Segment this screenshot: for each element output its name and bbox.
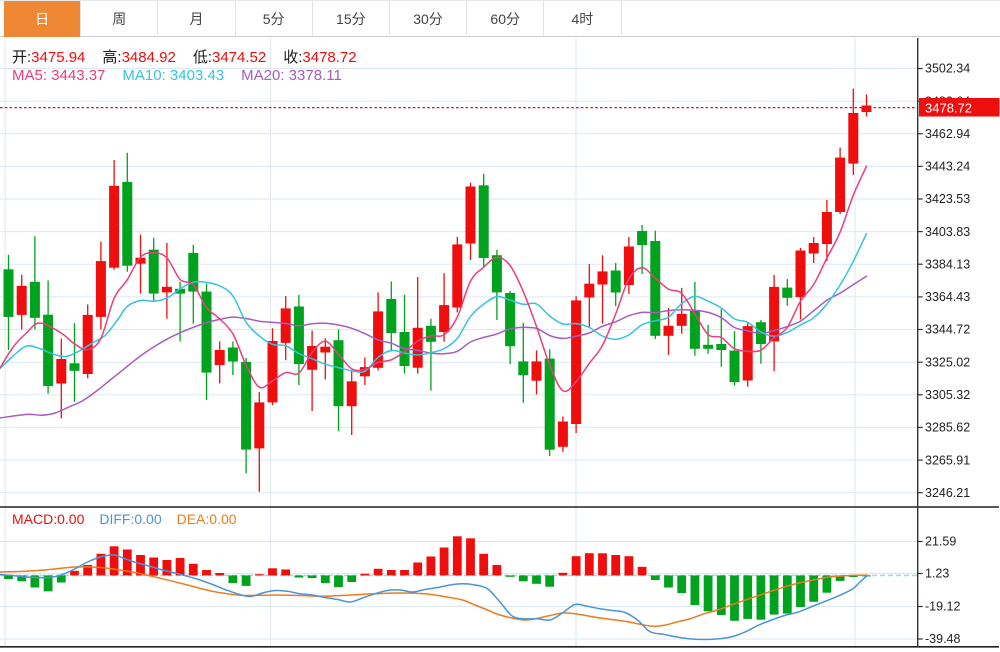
svg-text:3502.34: 3502.34 — [925, 62, 970, 76]
svg-text:3423.53: 3423.53 — [925, 192, 970, 206]
svg-text:3384.13: 3384.13 — [925, 257, 970, 271]
svg-text:1.23: 1.23 — [925, 567, 949, 581]
svg-text:3325.02: 3325.02 — [925, 355, 970, 369]
svg-text:-39.48: -39.48 — [925, 632, 960, 646]
svg-text:-19.12: -19.12 — [925, 600, 960, 614]
svg-text:3344.72: 3344.72 — [925, 323, 970, 337]
svg-text:3443.24: 3443.24 — [925, 160, 970, 174]
svg-text:3305.32: 3305.32 — [925, 388, 970, 402]
svg-text:3246.21: 3246.21 — [925, 486, 970, 500]
svg-text:3285.62: 3285.62 — [925, 421, 970, 435]
svg-text:3265.91: 3265.91 — [925, 453, 970, 467]
svg-text:3462.94: 3462.94 — [925, 127, 970, 141]
svg-text:21.59: 21.59 — [925, 535, 956, 549]
svg-text:3478.72: 3478.72 — [925, 100, 972, 115]
svg-text:3403.83: 3403.83 — [925, 225, 970, 239]
svg-text:3364.43: 3364.43 — [925, 290, 970, 304]
